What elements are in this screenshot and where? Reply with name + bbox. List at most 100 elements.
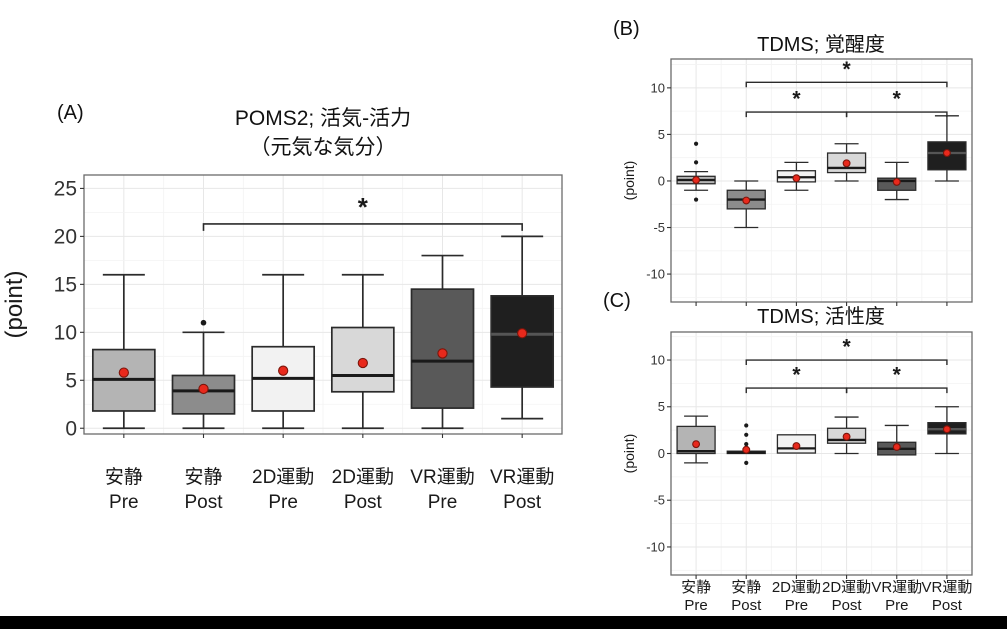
mean-dot xyxy=(118,367,129,378)
y-tick-label: 5 xyxy=(65,369,77,392)
x-category-phase-label: Pre xyxy=(428,492,458,513)
mean-dot xyxy=(792,442,801,450)
panel-b-title: TDMS; 覚醒度 xyxy=(757,34,885,56)
significance-star: * xyxy=(893,364,902,387)
x-category-phase-label: Pre xyxy=(109,492,139,513)
panel-a-title-line2: （元気な気分） xyxy=(249,136,397,159)
mean-dot xyxy=(278,365,289,376)
outlier-dot xyxy=(693,160,699,165)
x-category-label: 2D運動 xyxy=(332,466,394,488)
panel-a-title-line1: POMS2; 活気-活力 xyxy=(234,107,412,130)
panel-a-title: POMS2; 活気-活力 （元気な気分） xyxy=(173,104,473,162)
y-tick-label: 15 xyxy=(54,273,77,296)
x-category-label: 安静 xyxy=(184,466,222,488)
outlier-dot xyxy=(744,432,749,437)
mean-dot xyxy=(892,443,901,451)
mean-dot xyxy=(942,425,951,434)
mean-dot xyxy=(892,177,901,186)
x-category-label: 安静 xyxy=(105,466,143,488)
x-category-label: 安静 xyxy=(731,579,761,596)
box-VR運動-Post xyxy=(927,115,967,182)
mean-dot xyxy=(198,383,209,395)
y-tick-label: -10 xyxy=(646,539,665,554)
box-VR運動-Post xyxy=(927,406,967,455)
y-axis-title: (point) xyxy=(621,434,637,474)
significance-star: * xyxy=(358,192,369,222)
x-category-label: VR運動 xyxy=(490,466,554,488)
box-VR運動-Post xyxy=(490,235,555,420)
x-category-phase-label: Pre xyxy=(684,597,707,614)
box-安静-Post xyxy=(726,423,766,465)
x-category-phase-label: Pre xyxy=(268,492,298,513)
y-tick-label: 0 xyxy=(658,173,665,188)
panel-c: ** *-10-50510安静Pre安静Post2D運動Pre2D運動PostVR… xyxy=(621,331,973,614)
x-category-phase-label: Post xyxy=(932,597,963,614)
outlier-dot xyxy=(744,423,749,428)
mean-dot xyxy=(692,176,701,184)
significance-bracket xyxy=(845,387,948,394)
panel-c-title: TDMS; 活性度 xyxy=(757,306,885,328)
panel-a: * 0 5 10 15 20 25 安静 Pre 安静 Post 2D運動 Pre 2D運動 Post VR運… xyxy=(1,174,563,513)
y-tick-label: 5 xyxy=(658,127,665,142)
mean-dot xyxy=(742,445,751,454)
x-category-phase-label: Post xyxy=(344,492,383,513)
y-tick-label: -10 xyxy=(646,266,665,281)
bottom-black-bar xyxy=(0,616,1007,629)
x-category-phase-label: Post xyxy=(503,492,542,513)
outlier-dot xyxy=(693,197,699,202)
y-tick-label: 5 xyxy=(658,399,665,414)
x-category-label: 2D運動 xyxy=(822,579,871,596)
box-2D運動-Post xyxy=(826,143,867,182)
mean-dot xyxy=(437,348,448,359)
significance-bracket xyxy=(745,359,948,366)
box-安静-Pre xyxy=(91,273,156,430)
significance-bracket xyxy=(202,223,523,231)
box-2D運動-Pre xyxy=(776,434,817,454)
significance-star: * xyxy=(842,336,851,359)
x-category-label: VR運動 xyxy=(410,466,474,488)
box-2D運動-Pre xyxy=(251,273,316,430)
x-category-label: 2D運動 xyxy=(252,466,314,488)
mean-dot xyxy=(842,432,851,441)
mean-dot xyxy=(842,159,851,168)
iqr-box xyxy=(171,374,236,415)
significance-star: * xyxy=(842,58,851,81)
y-tick-label: 10 xyxy=(651,80,665,95)
box-2D運動-Pre xyxy=(776,161,817,191)
gridlines xyxy=(84,175,562,434)
iqr-box xyxy=(490,295,555,388)
x-category-phase-label: Post xyxy=(184,492,223,513)
x-category-label: VR運動 xyxy=(871,579,922,596)
panel-a-label: (A) xyxy=(57,102,84,124)
y-tick-label: 10 xyxy=(651,352,665,367)
mean-dot xyxy=(792,174,801,183)
mean-dot xyxy=(357,357,368,369)
outlier-dot xyxy=(200,319,207,326)
significance-bracket xyxy=(845,111,948,118)
box-2D運動-Post xyxy=(330,273,395,430)
y-tick-label: 0 xyxy=(65,417,77,440)
mean-dot xyxy=(742,196,751,205)
box-安静-Post xyxy=(171,319,236,430)
panel-border xyxy=(83,174,563,435)
y-tick-label: 0 xyxy=(658,446,665,461)
gridlines xyxy=(671,59,972,302)
outlier-dot xyxy=(693,141,699,146)
x-category-phase-label: Pre xyxy=(885,597,908,614)
panel-c-label: (C) xyxy=(603,290,631,312)
box-安静-Pre xyxy=(676,141,716,202)
x-category-phase-label: Post xyxy=(832,597,863,614)
box-VR運動-Pre xyxy=(877,161,917,201)
y-tick-label: -5 xyxy=(653,493,665,508)
x-category-label: 2D運動 xyxy=(772,579,821,596)
box-VR運動-Pre xyxy=(877,424,917,456)
y-axis-title: (point) xyxy=(1,270,28,338)
y-tick-label: 25 xyxy=(54,178,77,201)
box-VR運動-Pre xyxy=(410,254,475,430)
outlier-dot xyxy=(744,442,749,447)
panel-b-label: (B) xyxy=(613,18,640,40)
mean-dot xyxy=(692,440,701,449)
x-category-label: VR運動 xyxy=(921,579,972,596)
box-安静-Pre xyxy=(676,415,716,464)
significance-star: * xyxy=(792,364,801,387)
